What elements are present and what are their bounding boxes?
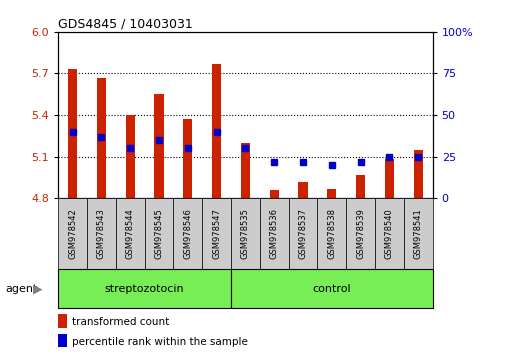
- Text: GSM978536: GSM978536: [269, 208, 278, 259]
- Text: transformed count: transformed count: [72, 318, 169, 327]
- Bar: [384, 159, 393, 198]
- Bar: [356, 175, 365, 198]
- Text: GSM978537: GSM978537: [298, 208, 307, 259]
- Text: ▶: ▶: [33, 282, 42, 295]
- Text: GSM978543: GSM978543: [96, 208, 106, 259]
- Bar: [413, 150, 422, 198]
- Bar: [125, 115, 134, 198]
- Text: streptozotocin: streptozotocin: [105, 284, 184, 293]
- Bar: [327, 189, 336, 198]
- Text: percentile rank within the sample: percentile rank within the sample: [72, 337, 248, 347]
- Bar: [96, 78, 106, 198]
- Text: GSM978538: GSM978538: [327, 208, 336, 259]
- Bar: [298, 182, 307, 198]
- Text: GSM978539: GSM978539: [356, 208, 365, 259]
- Bar: [212, 64, 221, 198]
- Bar: [68, 69, 77, 198]
- Bar: [183, 119, 192, 198]
- Text: GSM978545: GSM978545: [154, 208, 163, 259]
- Text: GSM978535: GSM978535: [240, 208, 249, 259]
- Bar: [240, 143, 249, 198]
- Text: GSM978540: GSM978540: [384, 208, 393, 259]
- Bar: [154, 94, 163, 198]
- Text: GSM978547: GSM978547: [212, 208, 221, 259]
- Text: control: control: [312, 284, 350, 293]
- Text: GSM978546: GSM978546: [183, 208, 192, 259]
- Text: GSM978544: GSM978544: [125, 208, 134, 259]
- Text: GSM978541: GSM978541: [413, 208, 422, 259]
- Text: GSM978542: GSM978542: [68, 208, 77, 259]
- Text: agent: agent: [5, 284, 37, 293]
- Bar: [269, 190, 278, 198]
- Text: GDS4845 / 10403031: GDS4845 / 10403031: [58, 17, 192, 30]
